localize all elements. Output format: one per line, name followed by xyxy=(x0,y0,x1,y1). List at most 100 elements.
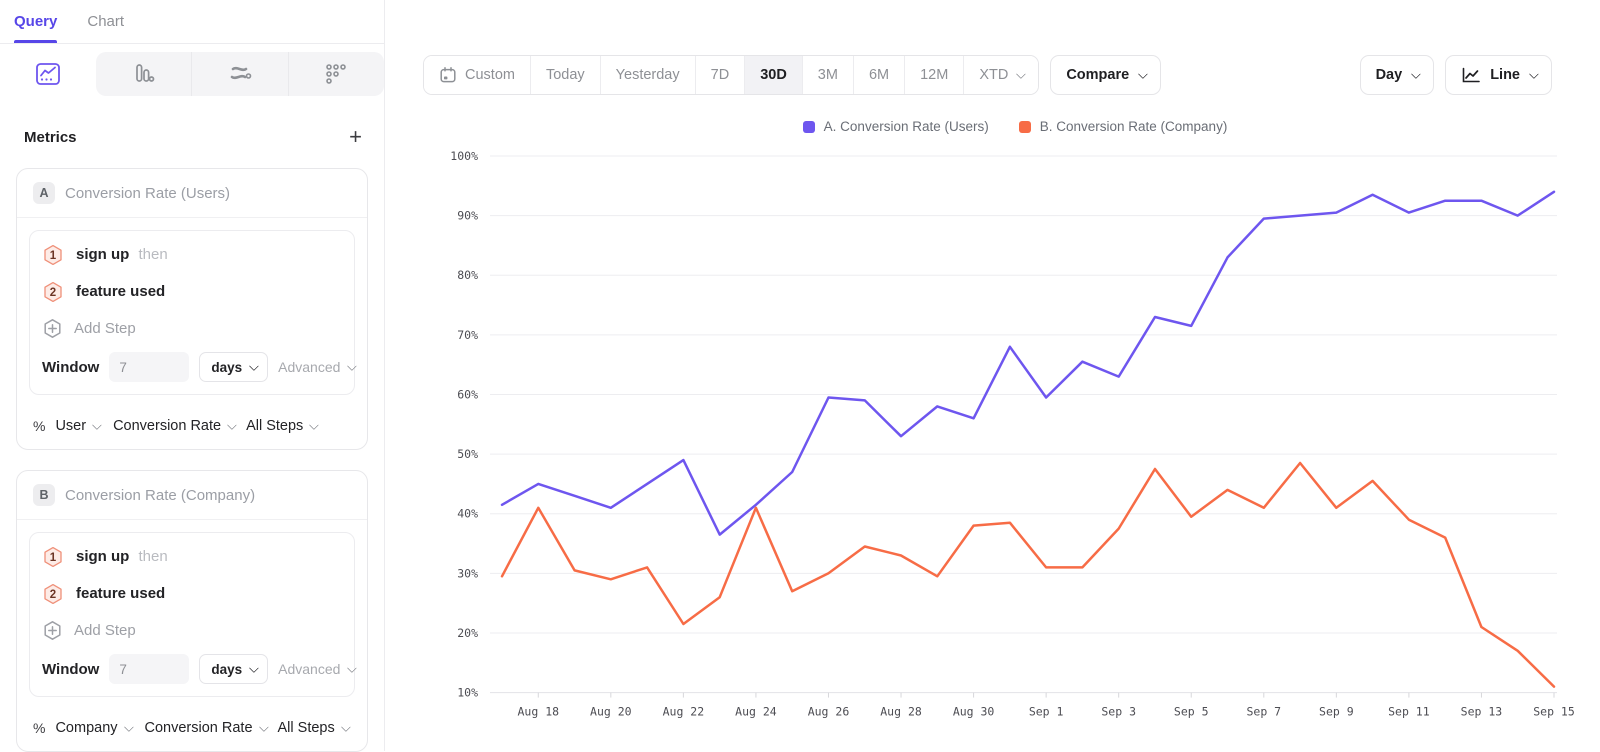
svg-text:70%: 70% xyxy=(457,328,478,342)
tab-query[interactable]: Query xyxy=(14,0,58,43)
funnel-steps-box: 1 sign up then 2 feature used Add Step W… xyxy=(29,532,358,697)
window-row: Window days Advanced xyxy=(42,352,358,382)
range-yesterday[interactable]: Yesterday xyxy=(599,56,695,94)
compare-button[interactable]: Compare xyxy=(1050,55,1162,95)
compare-label: Compare xyxy=(1066,67,1130,83)
chart-type-bar[interactable] xyxy=(95,52,191,96)
svg-text:40%: 40% xyxy=(457,507,478,521)
subject-select[interactable]: User xyxy=(55,418,102,434)
chart-style-button[interactable]: Line xyxy=(1445,55,1552,95)
metric-title[interactable]: Conversion Rate (Company) xyxy=(65,486,256,504)
x-ticks: Aug 18 Aug 20 Aug 22 Aug 24 Aug 26 Aug 28 Aug … xyxy=(518,692,1575,719)
metric-card-header: B Conversion Rate (Company) xyxy=(17,471,367,520)
legend-swatch xyxy=(1018,120,1031,133)
measure-select[interactable]: Conversion Rate xyxy=(145,720,269,736)
metric-card-header: A Conversion Rate (Users) xyxy=(17,169,367,218)
window-unit-select[interactable]: days xyxy=(199,352,269,382)
legend-label: A. Conversion Rate (Users) xyxy=(823,119,989,134)
range-custom[interactable]: Custom xyxy=(424,56,530,94)
svg-text:Aug 22: Aug 22 xyxy=(663,705,705,719)
svg-text:20%: 20% xyxy=(457,626,478,640)
window-unit-label: days xyxy=(211,661,243,677)
range-3m[interactable]: 3M xyxy=(801,56,853,94)
add-step-button[interactable]: Add Step xyxy=(42,620,342,641)
svg-text:Aug 20: Aug 20 xyxy=(590,705,632,719)
step-event-name: sign up xyxy=(76,548,130,565)
chevron-down-icon xyxy=(340,721,351,732)
subject-select[interactable]: Company xyxy=(55,720,134,736)
svg-text:Sep 15: Sep 15 xyxy=(1533,705,1575,719)
line-chart-svg: 100%90%80%70%60%50%40%30%20%10%Aug 18 Aug… xyxy=(450,149,1575,719)
query-sidebar: Query Chart xyxy=(0,0,385,752)
step-number-badge: 1 xyxy=(44,244,62,266)
chevron-down-icon xyxy=(249,662,260,673)
svg-text:Sep 1: Sep 1 xyxy=(1029,705,1064,719)
granularity-button[interactable]: Day xyxy=(1359,55,1435,95)
range-label: XTD xyxy=(979,67,1009,83)
steps-scope-select[interactable]: All Steps xyxy=(278,720,351,736)
chevron-down-icon xyxy=(347,662,358,673)
chart-type-line[interactable] xyxy=(0,52,96,96)
advanced-toggle[interactable]: Advanced xyxy=(278,359,358,375)
flow-chart-icon xyxy=(230,66,252,80)
svg-text:Sep 3: Sep 3 xyxy=(1101,705,1136,719)
advanced-label: Advanced xyxy=(278,661,341,677)
svg-text:Sep 13: Sep 13 xyxy=(1461,705,1503,719)
range-xtd[interactable]: XTD xyxy=(963,56,1039,94)
range-today[interactable]: Today xyxy=(529,56,600,94)
series-b-line xyxy=(500,461,1556,688)
funnel-step[interactable]: 1 sign up then xyxy=(42,244,342,266)
tab-chart[interactable]: Chart xyxy=(87,13,125,30)
window-value-input[interactable] xyxy=(109,654,190,684)
chart-type-funnel[interactable] xyxy=(287,52,384,96)
chevron-down-icon xyxy=(1016,68,1027,79)
metric-title[interactable]: Conversion Rate (Users) xyxy=(65,184,231,202)
svg-text:2: 2 xyxy=(50,589,56,601)
range-label: 7D xyxy=(710,67,730,83)
legend-item-b[interactable]: B. Conversion Rate (Company) xyxy=(1018,119,1228,134)
svg-text:Aug 18: Aug 18 xyxy=(518,705,560,719)
funnel-step[interactable]: 2 feature used xyxy=(42,583,342,605)
legend-swatch xyxy=(802,120,815,133)
conversion-chart: 100% 90% 80% 70% 60% 50% 40% 30% 20% 10% Aug 18 Aug… xyxy=(420,142,1595,737)
chart-type-flow[interactable] xyxy=(191,52,288,96)
y-grid: 100% 90% 80% 70% 60% 50% 40% 30% 20% 10% xyxy=(450,149,1557,700)
funnel-dots-icon xyxy=(326,64,347,84)
chevron-down-icon xyxy=(1411,68,1422,79)
step-number-badge: 2 xyxy=(44,583,62,605)
window-unit-select[interactable]: days xyxy=(199,654,269,684)
range-label: 6M xyxy=(868,67,890,83)
sidebar-tabbar: Query Chart xyxy=(0,0,384,44)
range-12m[interactable]: 12M xyxy=(904,56,964,94)
range-label: Custom xyxy=(465,67,515,83)
legend-label: B. Conversion Rate (Company) xyxy=(1039,119,1228,134)
svg-text:1: 1 xyxy=(50,250,57,262)
range-6m[interactable]: 6M xyxy=(852,56,905,94)
step-connector: then xyxy=(134,548,168,565)
funnel-step[interactable]: 1 sign up then xyxy=(42,546,342,568)
range-7d[interactable]: 7D xyxy=(694,56,745,94)
svg-text:Sep 7: Sep 7 xyxy=(1246,705,1281,719)
funnel-step[interactable]: 2 feature used xyxy=(42,281,342,303)
add-metric-button[interactable]: + xyxy=(349,124,362,149)
metrics-title: Metrics xyxy=(24,128,77,146)
metrics-header: Metrics + xyxy=(0,126,384,148)
step-event-name: feature used xyxy=(76,283,166,300)
legend-item-a[interactable]: A. Conversion Rate (Users) xyxy=(802,119,989,134)
window-row: Window days Advanced xyxy=(42,654,358,684)
steps-scope-select[interactable]: All Steps xyxy=(246,418,320,434)
step-number-badge: 2 xyxy=(44,281,62,303)
add-step-label: Add Step xyxy=(74,622,136,639)
metric-letter-badge: A xyxy=(33,182,55,204)
range-30d[interactable]: 30D xyxy=(744,56,802,94)
range-label: 30D xyxy=(760,67,787,83)
svg-text:10%: 10% xyxy=(457,686,478,700)
add-step-button[interactable]: Add Step xyxy=(42,318,342,339)
chevron-down-icon xyxy=(1138,68,1149,79)
window-value-input[interactable] xyxy=(109,352,190,382)
measure-select[interactable]: Conversion Rate xyxy=(113,418,237,434)
add-step-icon xyxy=(44,621,61,640)
advanced-toggle[interactable]: Advanced xyxy=(278,661,358,677)
add-step-label: Add Step xyxy=(74,320,136,337)
step-number-badge: 1 xyxy=(44,546,62,568)
